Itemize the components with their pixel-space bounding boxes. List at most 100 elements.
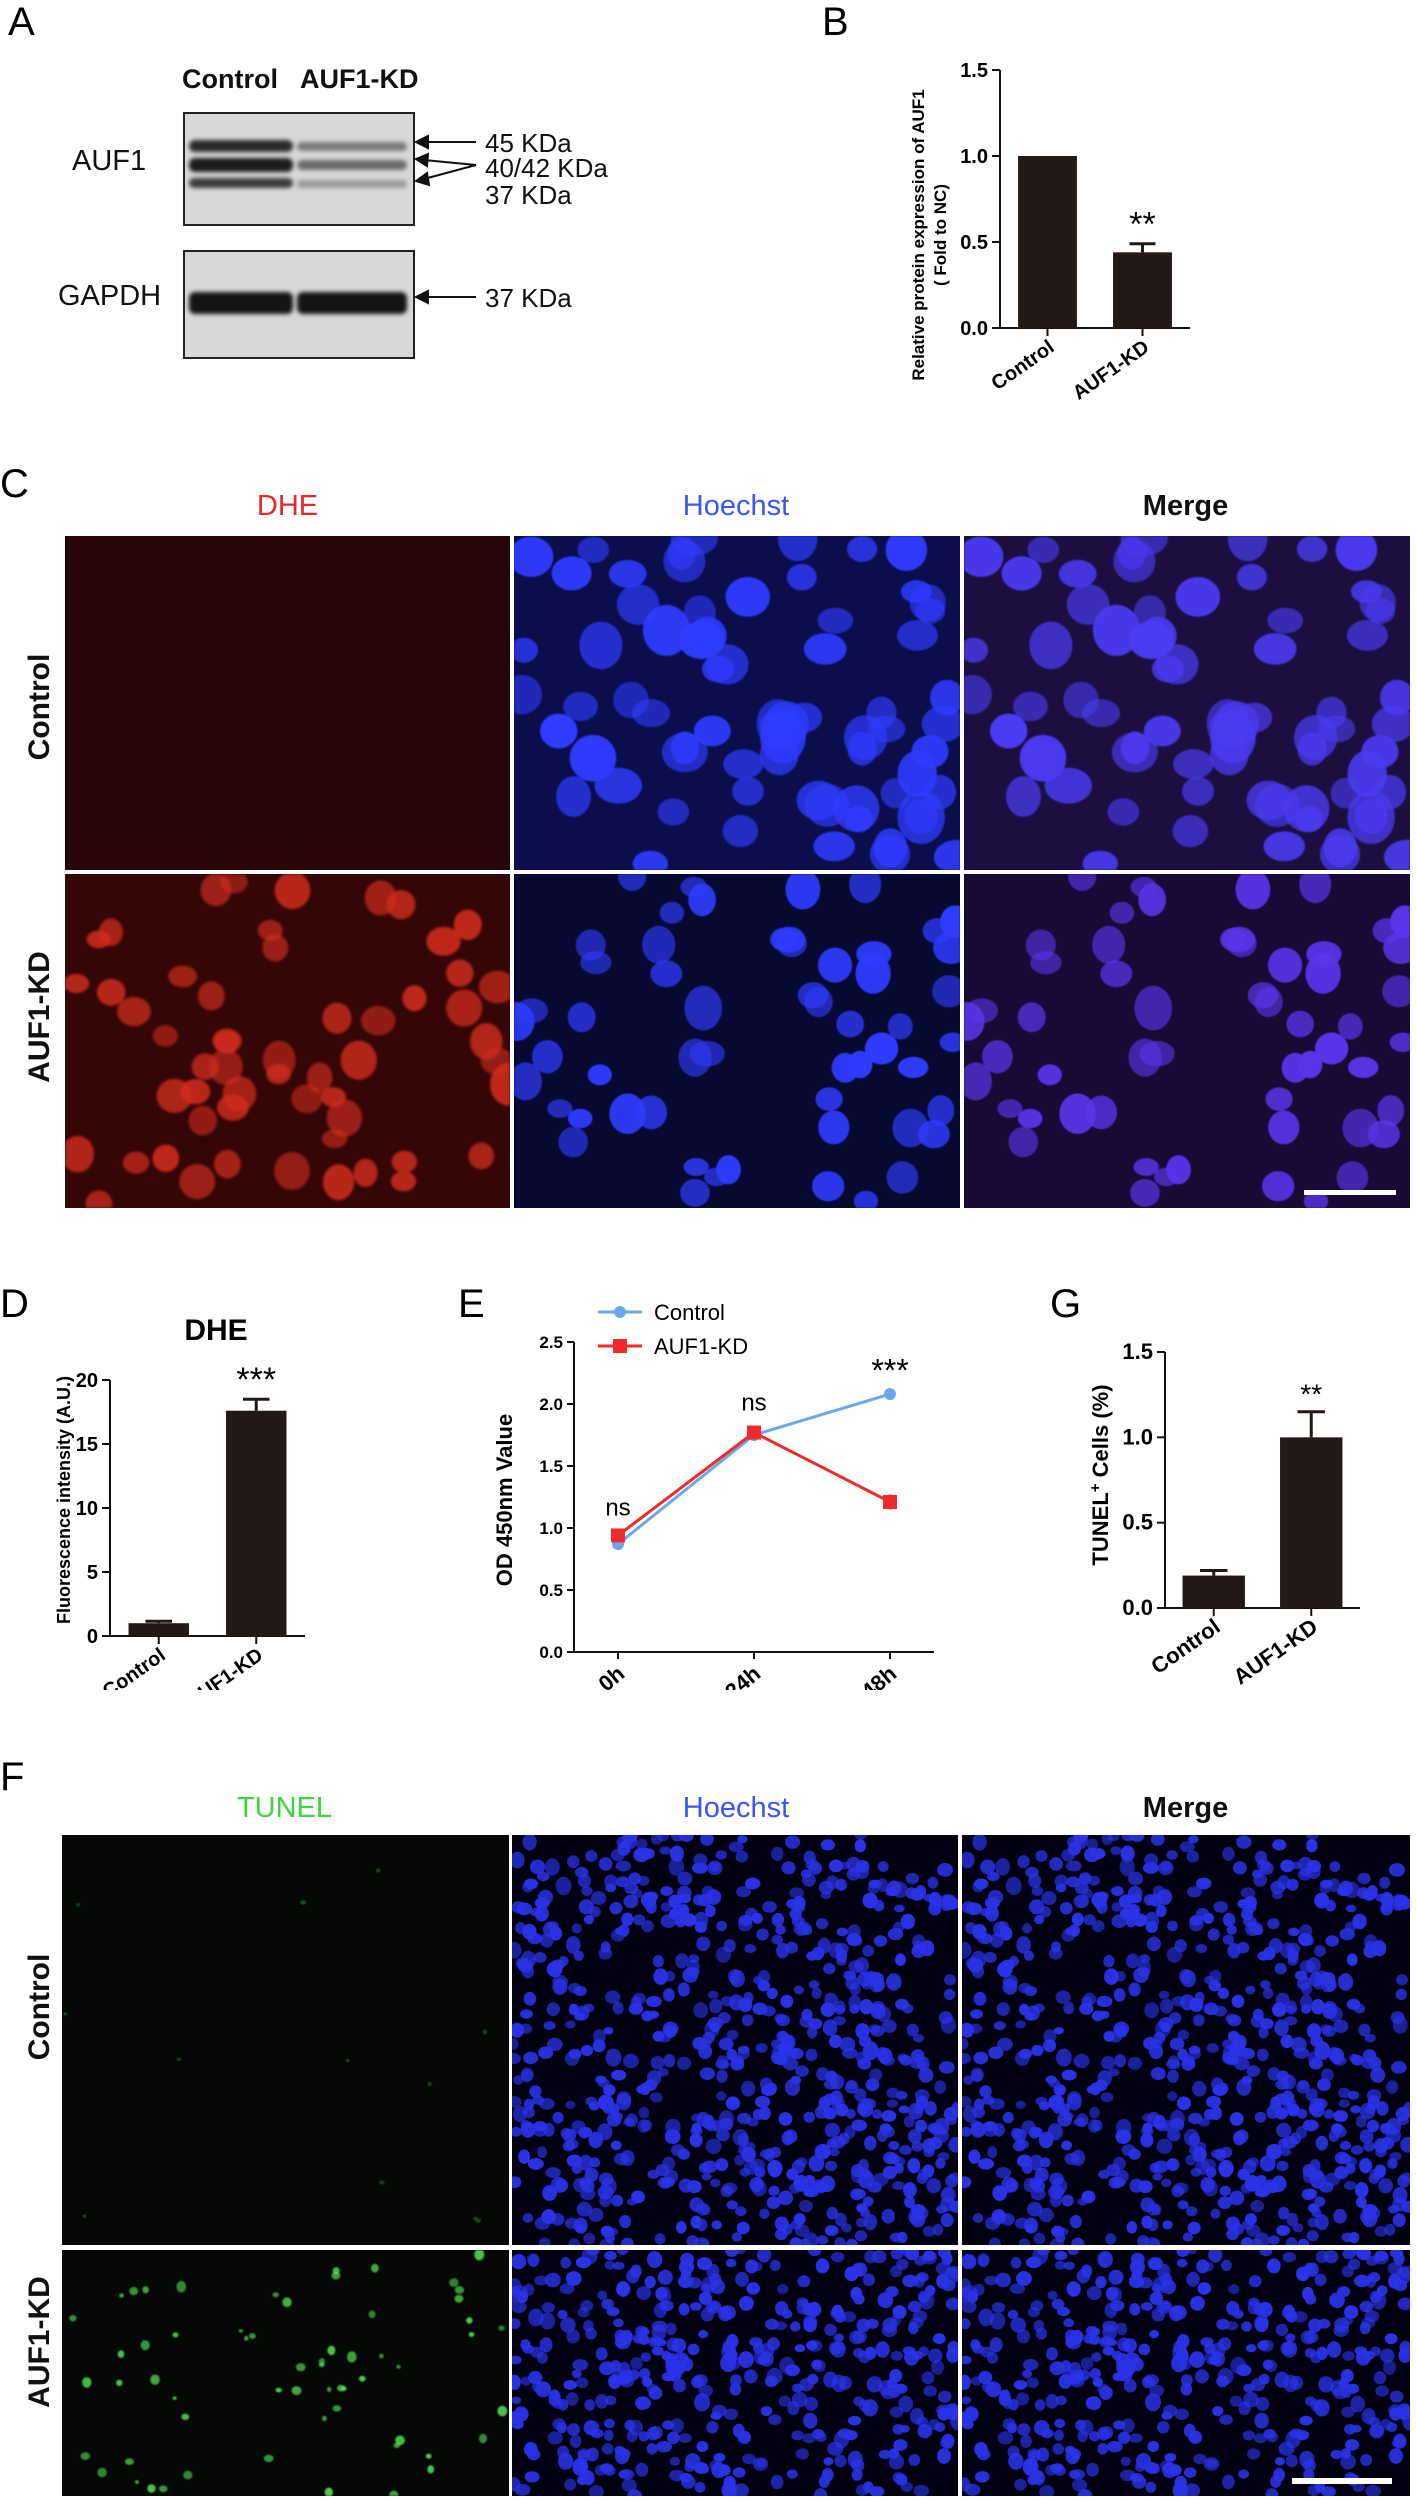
panel-letter-a: A [8, 0, 35, 44]
y-tick-label-D: 0 [87, 1626, 98, 1648]
micrograph-texture [962, 2250, 1410, 2496]
chart-g-ylabel-pre: TUNEL [1088, 1492, 1113, 1565]
chart-b-ylabel: Relative protein expression of AUF1 [909, 89, 928, 380]
series-line-E-0 [617, 1392, 891, 1546]
panel-c-dhe-kd-image [65, 874, 510, 1208]
panel-f-col-tunel: TUNEL [236, 1792, 333, 1824]
blot-arrows [413, 134, 477, 305]
panel-f-row-auf1-kd: AUF1-KD [23, 2276, 56, 2408]
legend-label-E-1: AUF1-KD [654, 1334, 748, 1359]
band-45-kd [297, 142, 407, 151]
band-45-control [189, 140, 293, 152]
chart-b: Relative protein expression of AUF1 ( Fo… [909, 60, 1190, 404]
chart-g-ylabel-post: Cells (%) [1088, 1384, 1113, 1483]
panel-f-tunel-kd-image [62, 2250, 509, 2496]
blot-row-label-auf1: AUF1 [72, 145, 147, 177]
chart-b-significance: ** [1129, 206, 1155, 244]
panel-f-row-control: Control [23, 1953, 56, 2061]
panel-letter-e: E [458, 1282, 485, 1326]
band-gapdh-kd [297, 292, 407, 314]
annotation-E-0: ns [605, 1495, 630, 1522]
band-gapdh-control [189, 292, 293, 314]
band-37-control [189, 178, 293, 188]
scale-bar-f [1292, 2478, 1392, 2484]
x-label-B-0: Control [988, 336, 1059, 395]
y-tick-label-E: 1.0 [539, 1519, 563, 1538]
y-tick-label-B: 1.0 [960, 146, 988, 168]
micrograph-texture [964, 874, 1410, 1208]
panel-c-col-hoechst: Hoechst [682, 490, 790, 522]
y-tick-label-B: 0.0 [960, 318, 988, 340]
chart-d-ylabel: Fluorescence intensity (A.U.) [54, 1376, 74, 1624]
y-tick-label-E: 1.5 [539, 1457, 563, 1476]
y-tick-label-E: 2.5 [539, 1333, 563, 1352]
panel-f-hoechst-kd-image [512, 2250, 958, 2496]
band-37-kd [297, 180, 407, 188]
micrograph-texture [65, 874, 510, 1208]
band-label-45: 45 KDa [485, 128, 572, 158]
micrograph-texture [63, 1868, 487, 2223]
micrograph-texture [964, 536, 1410, 870]
point-E-0-2 [884, 1388, 896, 1401]
band-label-40-42: 40/42 KDa [485, 153, 608, 183]
micrograph-texture [514, 874, 960, 1208]
panel-f-merge-kd-image [962, 2250, 1410, 2496]
panel-f-merge-control-image [962, 1835, 1410, 2245]
panel-c-col-dhe: DHE [256, 490, 319, 522]
scale-bar-c [1304, 1190, 1396, 1195]
y-tick-label-G: 0.5 [1122, 1510, 1153, 1535]
chart-g-significance: ** [1300, 1379, 1322, 1410]
panel-c-merge-kd-image [964, 874, 1410, 1208]
panel-letter-g: G [1050, 1282, 1082, 1326]
series-line-E-1 [617, 1430, 891, 1537]
panel-f-col-merge: Merge [1142, 1792, 1229, 1824]
panel-f-col-hoechst: Hoechst [682, 1792, 790, 1824]
panel-f-hoechst-control-image [512, 1835, 958, 2245]
chart-d: DHE Fluorescence intensity (A.U.) 0 5 10 15… [54, 1314, 305, 1690]
annotation-E-1: ns [741, 1389, 766, 1416]
x-label-G-1: AUF1-KD [1229, 1614, 1322, 1690]
y-tick-label-G: 1.0 [1122, 1424, 1153, 1449]
bar-B-0 [1018, 156, 1077, 328]
point-E-1-2 [883, 1494, 897, 1509]
lane-label-control: Control [182, 64, 278, 94]
chart-b-ylabel-2: ( Fold to NC) [931, 184, 950, 286]
point-E-1-0 [611, 1528, 625, 1543]
panel-letter-b: B [822, 0, 849, 44]
y-tick-label-D: 10 [76, 1498, 98, 1520]
bar-G-1 [1280, 1437, 1343, 1608]
bar-D-1 [226, 1410, 287, 1636]
micrograph-texture [69, 2250, 508, 2496]
band-label-37: 37 KDa [485, 180, 572, 210]
legend-marker-E-1 [613, 1339, 627, 1353]
lane-label-auf1-kd: AUF1-KD [300, 64, 419, 94]
panel-c-row-auf1-kd: AUF1-KD [23, 951, 56, 1083]
x-label-B-1: AUF1-KD [1069, 336, 1154, 404]
bar-D-0 [128, 1623, 189, 1636]
chart-g: TUNEL+ Cells (%) 0.0 0.5 1.0 1.5 Control AUF1… [1087, 1339, 1360, 1690]
x-label-E-1: 24h [720, 1661, 765, 1690]
x-label-D-1: AUF1-KD [183, 1644, 268, 1690]
y-tick-label-D: 20 [76, 1370, 98, 1392]
x-label-D-0: Control [99, 1644, 170, 1690]
blot-row-label-gapdh: GAPDH [58, 280, 162, 312]
annotation-E-2: *** [871, 1353, 908, 1389]
x-label-G-0: Control [1146, 1614, 1224, 1679]
panel-letter-f: F [0, 1755, 25, 1799]
y-tick-label-G: 0.0 [1122, 1595, 1153, 1620]
y-tick-label-D: 5 [87, 1562, 98, 1584]
chart-g-ylabel: TUNEL+ Cells (%) [1087, 1384, 1114, 1565]
band-label-gapdh-37: 37 KDa [485, 283, 572, 313]
micrograph-texture [962, 1835, 1410, 2245]
micrograph-texture [514, 536, 960, 870]
y-tick-label-E: 2.0 [539, 1395, 563, 1414]
bar-G-0 [1182, 1575, 1245, 1608]
panel-c-row-control: Control [23, 653, 56, 761]
chart-e-ylabel: OD 450nm Value [492, 1414, 517, 1586]
chart-d-significance: *** [236, 1361, 276, 1399]
micrograph-texture [512, 1835, 958, 2245]
y-tick-label-D: 15 [76, 1434, 98, 1456]
panel-c-dhe-control-image [65, 536, 510, 870]
panel-c-hoechst-kd-image [514, 874, 960, 1208]
panel-c-hoechst-control-image [514, 536, 960, 870]
